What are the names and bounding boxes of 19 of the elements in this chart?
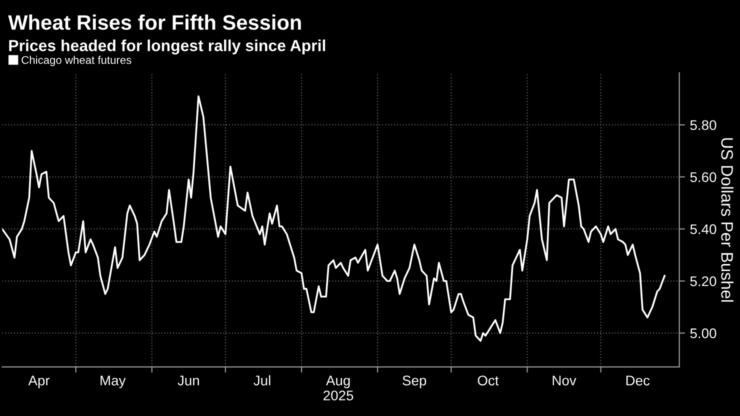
y-tick-label: 5.20 [690,276,716,286]
chart-title: Wheat Rises for Fifth Session [8,14,301,30]
x-tick-label: May [100,376,126,388]
x-tick-label: Oct [478,376,499,386]
y-axis-title: US Dollars Per Bushel [721,138,734,302]
x-tick-label: Jul [254,375,270,386]
legend-label: Chicago wheat futures [22,56,132,66]
y-tick-label: 5.00 [690,328,716,338]
x-tick-label: Aug 2025 [324,376,354,400]
x-tick-label: Dec [626,376,650,386]
y-tick-label: 5.80 [690,120,716,130]
x-tick-label: Sep [402,376,426,388]
y-tick-label: 5.60 [690,172,716,182]
y-tick-label: 5.40 [690,224,716,234]
line-series [2,95,666,342]
x-tick-label: Jun [178,376,199,386]
chart-subtitle: Prices headed for longest rally since April [9,40,326,54]
x-tick-label: Nov [552,376,576,386]
x-tick-label: Apr [28,376,50,388]
